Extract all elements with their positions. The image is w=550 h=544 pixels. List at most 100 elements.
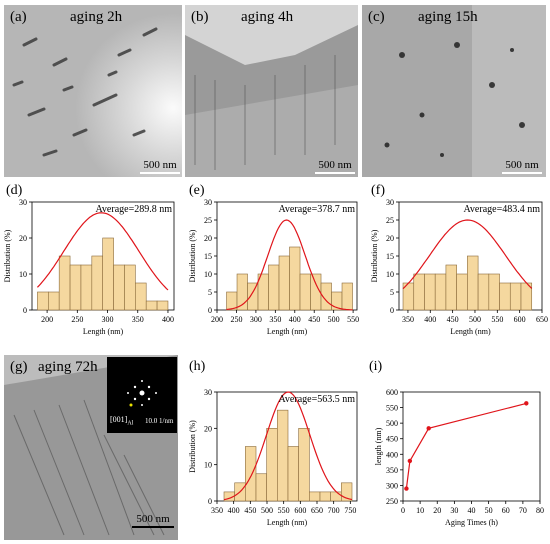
panel-title-g: aging 72h xyxy=(38,359,98,375)
x-tick-label: 350 xyxy=(132,315,144,324)
bar xyxy=(58,255,71,311)
fit-curve xyxy=(36,212,169,291)
inset-scale-label: 10.0 1/nm xyxy=(145,417,174,425)
bar xyxy=(509,282,522,311)
x-tick-label: 250 xyxy=(71,315,83,324)
chart-svg: (d) Average=289.8 nm 200 250 300 350 400 0 10 20 3… xyxy=(3,183,175,336)
bar xyxy=(424,273,436,311)
histogram-h: (h) Average=563.5 nm 350 400 450 500 550 600 650… xyxy=(183,356,365,541)
y-tick-label: 0 xyxy=(23,306,27,315)
tem-image-b xyxy=(185,5,358,177)
panel-label: (d) xyxy=(6,183,23,198)
bar xyxy=(266,428,278,502)
x-tick-label: 400 xyxy=(162,315,174,324)
diffraction-pattern xyxy=(127,380,157,407)
average-annotation: Average=378.7 nm xyxy=(278,204,355,215)
bar xyxy=(37,291,49,311)
scale-bar-label-b: 500 nm xyxy=(318,159,352,171)
bar xyxy=(434,273,447,311)
y-axis-label: length (nm) xyxy=(374,427,383,465)
panel-label-g: (g) xyxy=(10,359,28,375)
x-axis-label: Length (nm) xyxy=(267,327,308,336)
bar xyxy=(268,264,280,311)
x-tick-label: 60 xyxy=(502,506,510,515)
chart-svg: (f) Average=483.4 nm 350 400 450 500 550 600 650… xyxy=(370,183,548,336)
x-tick-label: 20 xyxy=(433,506,441,515)
bar xyxy=(467,255,479,311)
series-line xyxy=(405,402,527,489)
x-tick-label: 70 xyxy=(519,506,527,515)
y-tick-label: 30 xyxy=(204,198,212,207)
x-tick-label: 500 xyxy=(261,506,273,515)
panel-title-b: aging 4h xyxy=(241,9,294,25)
bar xyxy=(91,255,103,311)
histogram-f: (f) Average=483.4 nm 350 400 450 500 550 600 650… xyxy=(365,180,550,350)
tem-image-c xyxy=(362,5,546,177)
y-tick-label: 0 xyxy=(208,497,212,506)
x-tick-label: 10 xyxy=(416,506,424,515)
y-tick-label: 15 xyxy=(204,252,212,261)
x-tick-label: 0 xyxy=(401,506,405,515)
bar xyxy=(245,446,257,502)
y-tick-label: 400 xyxy=(386,450,398,459)
bar xyxy=(124,264,136,311)
panel-label-c: (c) xyxy=(368,9,385,25)
x-tick-label: 450 xyxy=(308,315,320,324)
x-tick-label: 50 xyxy=(485,506,493,515)
bar xyxy=(341,482,353,502)
x-tick-label: 550 xyxy=(278,506,290,515)
y-tick-label: 30 xyxy=(19,198,27,207)
y-tick-label: 10 xyxy=(204,270,212,279)
average-annotation: Average=289.8 nm xyxy=(95,204,172,215)
x-tick-label: 80 xyxy=(536,506,544,515)
y-axis-label: Distribution (%) xyxy=(370,229,379,282)
plot-frame xyxy=(402,391,541,502)
x-axis-label: Aging Times (h) xyxy=(445,518,498,527)
x-tick-label: 350 xyxy=(211,506,223,515)
panel-label: (h) xyxy=(189,359,206,374)
scale-bar-b: 500 nm xyxy=(315,159,355,174)
tem-panel-b: (b) aging 4h 500 nm xyxy=(185,5,358,177)
bar xyxy=(445,264,457,311)
y-axis-label: Distribution (%) xyxy=(3,229,12,282)
panel-label: (i) xyxy=(369,359,383,374)
x-tick-label: 400 xyxy=(424,315,436,324)
bar xyxy=(477,273,490,311)
average-annotation: Average=563.5 nm xyxy=(278,394,355,405)
data-point xyxy=(407,458,413,464)
x-axis-label: Length (nm) xyxy=(83,327,124,336)
scale-bar-label-a: 500 nm xyxy=(143,159,177,171)
data-point xyxy=(426,426,431,431)
x-tick-label: 550 xyxy=(491,315,503,324)
y-tick-label: 250 xyxy=(386,497,398,506)
x-tick-label: 250 xyxy=(230,315,242,324)
scale-bar-c: 500 nm xyxy=(502,159,542,174)
panel-label-b: (b) xyxy=(191,9,209,25)
y-axis-label: Distribution (%) xyxy=(188,420,197,473)
bar xyxy=(113,264,125,311)
y-tick-label: 0 xyxy=(208,306,212,315)
x-tick-label: 200 xyxy=(41,315,53,324)
y-tick-label: 25 xyxy=(386,216,394,225)
fit-curve xyxy=(226,219,353,311)
bar xyxy=(299,273,311,311)
scale-bar-g: 500 nm xyxy=(132,513,174,528)
bar xyxy=(48,291,60,311)
panel-title-a: aging 2h xyxy=(70,9,123,25)
x-tick-label: 650 xyxy=(311,506,323,515)
panel-title-c: aging 15h xyxy=(418,9,478,25)
x-tick-label: 450 xyxy=(447,315,459,324)
chart-svg: (h) Average=563.5 nm 350 400 450 500 550 600 650… xyxy=(188,359,358,527)
x-tick-label: 400 xyxy=(228,506,240,515)
x-tick-label: 550 xyxy=(347,315,359,324)
bar xyxy=(255,473,267,502)
bar xyxy=(69,264,82,311)
y-tick-label: 600 xyxy=(386,388,398,397)
fit-curve xyxy=(402,219,533,290)
x-tick-label: 500 xyxy=(469,315,481,324)
bar xyxy=(330,491,342,502)
x-tick-label: 600 xyxy=(294,506,306,515)
chart-svg: (i) 0 10 20 30 40 50 60 70 80 250 300 350 400 450 500 55… xyxy=(369,359,544,527)
y-tick-label: 500 xyxy=(386,419,398,428)
scale-bar-a: 500 nm xyxy=(140,159,180,174)
